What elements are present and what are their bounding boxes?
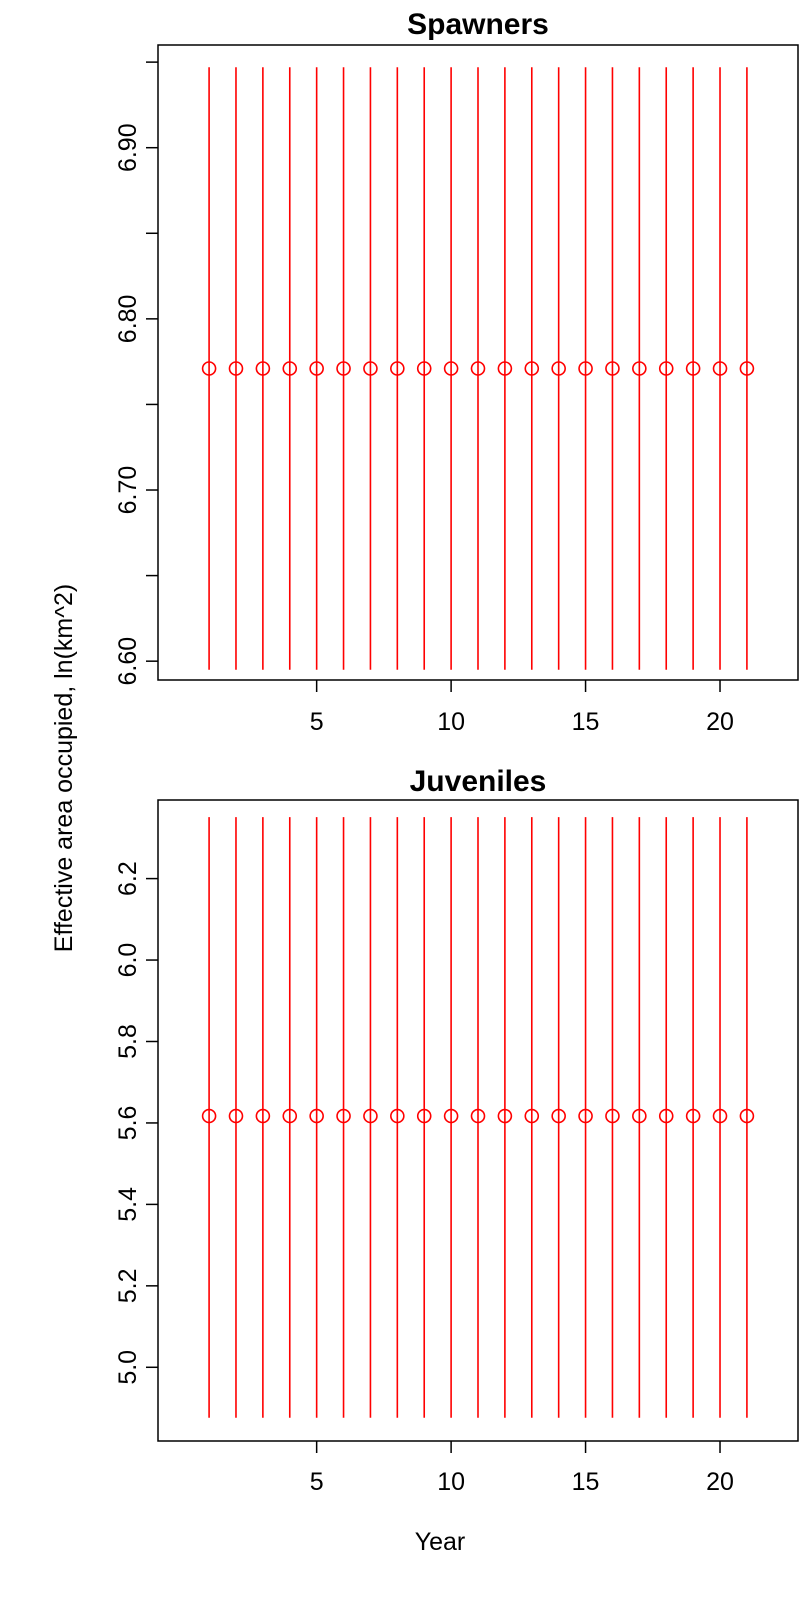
data-point [470,1108,486,1124]
data-point [497,361,513,376]
data-point [739,361,755,376]
data-point [309,361,324,376]
data-point [632,361,647,376]
plot-frame [157,799,799,1442]
data-point [363,361,378,376]
y-axis-label: Effective area occupied, ln(km^2) [50,584,78,952]
data-point [578,361,593,376]
data-point [336,361,351,376]
data-point [739,1108,755,1124]
data-point [282,361,298,376]
y-tick-label: 6.2 [114,861,142,896]
data-point [632,1108,647,1124]
data-point [712,1108,728,1124]
data-point [390,361,405,376]
y-tick-label: 5.8 [114,1024,142,1059]
data-point [416,361,432,376]
data-point [497,1108,513,1124]
plot-frame [157,44,799,681]
data-point [228,1108,244,1124]
data-point [228,361,244,376]
x-tick-label: 15 [572,1468,600,1496]
y-tick-label: 6.70 [114,466,142,515]
data-point [551,361,566,376]
data-point [658,361,674,376]
data-point [255,361,271,376]
data-point [443,361,459,376]
y-tick-label: 6.60 [114,637,142,686]
data-point [685,361,701,376]
data-point [443,1108,459,1124]
chart-title: Juveniles [410,765,547,798]
data-point [282,1108,298,1124]
x-tick-label: 10 [437,708,465,736]
data-point [712,361,728,376]
y-tick-label: 6.0 [114,943,142,978]
y-tick-label: 5.0 [114,1350,142,1385]
x-axis-label: Year [415,1528,466,1556]
data-point [255,1108,271,1124]
data-point [390,1108,405,1124]
x-tick-label: 10 [437,1468,465,1496]
x-tick-label: 5 [310,708,324,736]
data-point [309,1108,324,1124]
y-tick-label: 5.2 [114,1268,142,1303]
data-point [524,1108,540,1124]
data-point [524,361,540,376]
y-tick-label: 5.6 [114,1106,142,1141]
data-point [363,1108,378,1124]
data-point [336,1108,351,1124]
data-point [551,1108,566,1124]
y-tick-label: 6.90 [114,123,142,172]
data-point [658,1108,674,1124]
y-tick-label: 6.80 [114,295,142,344]
data-point [685,1108,701,1124]
chart-title: Spawners [407,8,549,41]
y-tick-label: 5.4 [114,1187,142,1222]
x-tick-label: 15 [572,708,600,736]
data-point [201,1108,217,1124]
data-point [416,1108,432,1124]
data-point [470,361,486,376]
data-point [201,361,217,376]
x-tick-label: 5 [310,1468,324,1496]
x-tick-label: 20 [706,708,734,736]
data-point [605,1108,620,1124]
juveniles-panel: Juveniles 5.0 5.2 5.4 5.6 5.8 6.0 6.2 5 10 15 20 [114,765,799,1496]
data-point [605,361,620,376]
x-tick-label: 20 [706,1468,734,1496]
data-point [578,1108,593,1124]
spawners-panel: Spawners 6.60 6.70 6.80 6.90 5 10 15 20 [114,8,799,736]
